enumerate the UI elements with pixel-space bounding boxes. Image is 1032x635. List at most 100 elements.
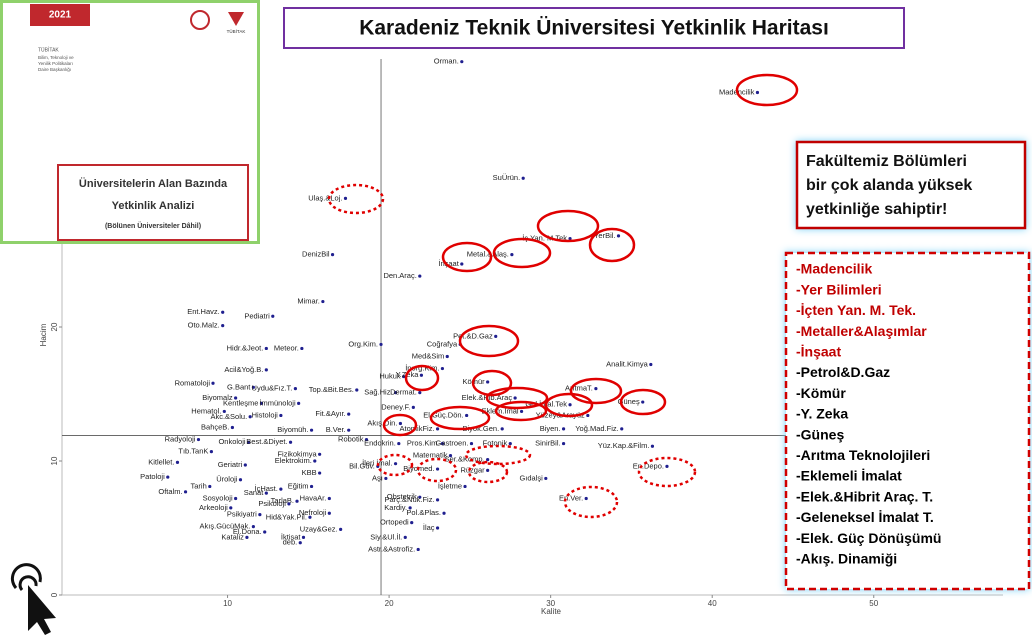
highlight xyxy=(536,209,600,243)
point xyxy=(460,262,464,266)
point xyxy=(330,253,335,257)
highlight xyxy=(467,460,509,484)
point xyxy=(463,484,467,489)
list-item: -Kömür xyxy=(796,385,846,401)
point xyxy=(211,381,215,385)
point-label: Metal.&Alaş. xyxy=(467,250,509,259)
point xyxy=(264,368,268,372)
list-item: -Eklemeli İmalat xyxy=(796,468,902,484)
point-label: Deney.F. xyxy=(381,402,410,411)
point-label: Hidr.&Jeot. xyxy=(227,343,264,352)
x-tick-label: 30 xyxy=(546,599,555,608)
point-label: Top.&Bit.Bes. xyxy=(309,385,354,394)
point-label: Fizikokimya xyxy=(277,449,317,458)
point-label: Arkeoloji xyxy=(199,503,228,512)
list-box xyxy=(784,251,1031,591)
point xyxy=(384,476,388,481)
point xyxy=(519,409,524,414)
point xyxy=(251,385,255,389)
point xyxy=(301,535,306,539)
callout: Fakültemiz Bölümleri xyxy=(806,153,967,170)
point xyxy=(258,513,262,517)
point xyxy=(408,506,412,510)
point-label: YerBil. xyxy=(594,231,615,240)
point xyxy=(410,521,414,525)
point xyxy=(460,60,464,64)
point-label: SinirBil. xyxy=(535,439,560,448)
point-label: ArıtmaT. xyxy=(565,384,593,393)
list-item: -Metaller&Alaşımlar xyxy=(796,323,927,339)
point-label: Pol.&Plas. xyxy=(406,508,441,517)
point-label: Dermat. xyxy=(390,388,417,397)
point-label: Yüz.Kap.&Film. xyxy=(598,441,650,450)
y-tick-label: 0 xyxy=(50,592,59,597)
point-label: Uzay&Gez. xyxy=(300,524,338,533)
point xyxy=(561,427,566,431)
x-axis-label: Kalite xyxy=(541,607,562,616)
point-label: Ortopedi xyxy=(380,518,409,527)
point xyxy=(166,475,170,479)
point-label: Uydu&Fız.T. xyxy=(252,384,293,393)
point xyxy=(264,491,268,495)
point-label: Ulaş.&Loj. xyxy=(308,193,342,202)
point xyxy=(355,388,359,392)
point-label: Aşı xyxy=(372,473,383,482)
point xyxy=(411,405,415,409)
list-item: -Elek.&Hibrit Araç. T. xyxy=(796,488,933,504)
callout: bir çok alanda yüksek xyxy=(806,177,972,194)
point xyxy=(440,366,445,371)
point-label: Analit.Kimya xyxy=(606,360,649,369)
point-label: Eklem.İmal xyxy=(481,406,518,415)
org: TÜBİTAK xyxy=(38,46,59,53)
point xyxy=(416,547,420,552)
point-label: Med&Sim xyxy=(412,351,445,360)
point xyxy=(321,299,325,304)
y-tick-label: 20 xyxy=(50,322,59,331)
point-label: Gıdalşi xyxy=(519,473,543,482)
highlight xyxy=(416,457,458,483)
point-label: Fotonik xyxy=(483,439,508,448)
x-tick-label: 50 xyxy=(869,599,878,608)
point xyxy=(494,334,498,338)
point-label: El.Dona. xyxy=(233,527,262,536)
point-label: Best.&Diyet. xyxy=(246,437,287,446)
ring xyxy=(18,575,38,591)
highlight xyxy=(637,456,697,488)
point xyxy=(586,413,590,418)
point xyxy=(248,415,252,419)
point xyxy=(435,526,440,530)
point xyxy=(442,511,446,515)
point xyxy=(665,464,669,468)
y-axis-label: Hacim xyxy=(39,323,48,346)
point xyxy=(175,460,180,464)
point xyxy=(313,459,317,463)
title-box xyxy=(283,7,905,49)
report-title: Yetkinlik Analizi xyxy=(112,200,195,212)
point xyxy=(209,450,213,454)
list-item: -Yer Bilimleri xyxy=(796,281,882,297)
point-label: Geriatri xyxy=(218,460,243,469)
point-label: Astr.&Astrofiz. xyxy=(368,544,415,553)
point xyxy=(297,401,301,405)
point xyxy=(650,444,655,448)
point-label: Pediatri xyxy=(244,311,270,320)
ring xyxy=(10,563,42,590)
highlight xyxy=(404,364,440,392)
point-label: Hukuk xyxy=(379,372,401,381)
point-label: Hematol. xyxy=(191,406,221,415)
point xyxy=(508,441,512,446)
point xyxy=(435,427,440,431)
point-label: Ser.&Komp. xyxy=(445,455,485,464)
point-label: Histoloji xyxy=(252,410,279,419)
highlight xyxy=(429,405,491,431)
point xyxy=(620,427,624,431)
point-label: Psikoloji xyxy=(258,499,286,508)
logo-text: TÜBİTAK xyxy=(227,28,246,34)
list-item: -Arıtma Teknolojileri xyxy=(796,447,930,463)
point xyxy=(448,454,453,458)
point xyxy=(398,421,403,426)
point xyxy=(208,484,212,489)
point xyxy=(486,458,490,462)
point xyxy=(222,409,226,414)
point xyxy=(418,274,422,278)
